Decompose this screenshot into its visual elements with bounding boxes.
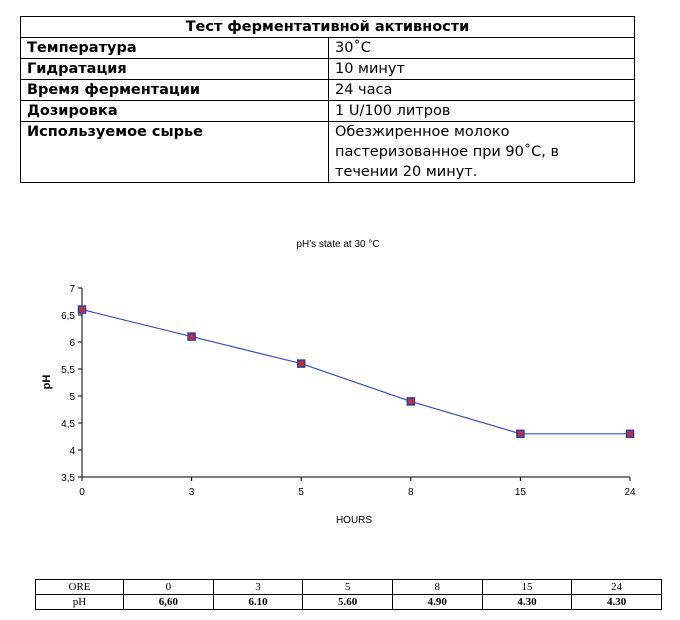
data-point [77,305,87,314]
ph-values-table: ORE 0 3 5 8 15 24 pH 6,60 6.10 5.60 4.90 4.30 4.30 [35,579,662,610]
x-tick-label: 15 [515,487,527,498]
y-tick-label: 3,5 [61,473,75,484]
chart-title: pH's state at 30 °C [296,239,379,250]
x-tick-label: 3 [189,487,195,498]
header-cell: 5 [302,579,393,595]
x-tick-label: 5 [298,487,304,498]
row-value: 30˚C [328,37,635,59]
header-cell: 15 [481,579,573,595]
header-cell: 3 [212,579,304,595]
table-row: Время ферментации 24 часа [20,79,635,101]
table-row: Гидратация 10 минут [20,58,635,80]
row-value: 10 минут [328,58,635,80]
table-title: Тест ферментативной активности [20,16,635,38]
ph-value-row: pH 6,60 6.10 5.60 4.90 4.30 4.30 [35,594,662,610]
value-cell: 5.60 [302,594,393,610]
header-cell: 0 [123,579,214,595]
header-cell: ORE [35,579,124,595]
row-key: Используемое сырье [20,121,329,183]
header-cell: 24 [571,579,662,595]
header-cell: 8 [391,579,483,595]
row-value: 24 часа [328,79,635,101]
value-cell: 6,60 [123,594,214,610]
row-value: 1 U/100 литров [328,100,635,122]
x-tick-label: 8 [408,487,414,498]
ph-header-row: ORE 0 3 5 8 15 24 [35,579,662,595]
y-axis-label: pH [41,375,53,390]
y-tick-group: 3,5 4 4,5 5 5,5 6 6,5 7 [61,284,82,484]
table-row: Дозировка 1 U/100 литров [20,100,635,122]
y-tick-label: 4 [69,446,75,457]
data-point [516,429,525,439]
x-tick-group: 0 3 5 8 15 24 [79,477,636,498]
value-line: пастеризованное при 90˚C, в [335,144,560,160]
row-key: Температура [20,37,329,59]
series-line [81,309,630,435]
data-point [187,332,196,341]
y-tick-label: 5,5 [61,365,75,376]
value-cell: 4.30 [481,594,573,610]
value-cell: pH [35,594,124,610]
table-row: Используемое сырье Обезжиренное молоко п… [20,121,635,183]
y-tick-label: 6,5 [61,311,75,322]
y-tick-label: 4,5 [61,419,75,430]
value-cell: 4.30 [571,594,662,610]
data-point [406,397,416,406]
row-key: Гидратация [20,58,329,80]
value-cell: 4.90 [391,594,483,610]
data-point [296,359,306,368]
value-line: течении 20 минут. [335,164,478,180]
value-line: Обезжиренное молоко [335,124,510,140]
value-cell: 6.10 [212,594,304,610]
x-tick-label: 24 [624,487,636,498]
y-tick-label: 6 [69,338,75,349]
ph-line-chart: pH's state at 30 °C pH HOURS 3,5 4 4,5 5 5,5… [41,239,636,526]
y-tick-label: 5 [69,392,75,403]
marker-group [77,305,635,439]
row-key: Время ферментации [20,79,329,101]
x-axis-label: HOURS [336,515,372,526]
y-tick-label: 7 [69,284,75,295]
row-key: Дозировка [20,100,329,122]
table-row: Температура 30˚C [20,37,635,59]
data-point [625,429,635,439]
row-value-multiline: Обезжиренное молоко пастеризованное при … [328,121,635,183]
x-tick-label: 0 [79,487,85,498]
enzyme-activity-table: Тест ферментативной активности Температу… [20,16,635,183]
